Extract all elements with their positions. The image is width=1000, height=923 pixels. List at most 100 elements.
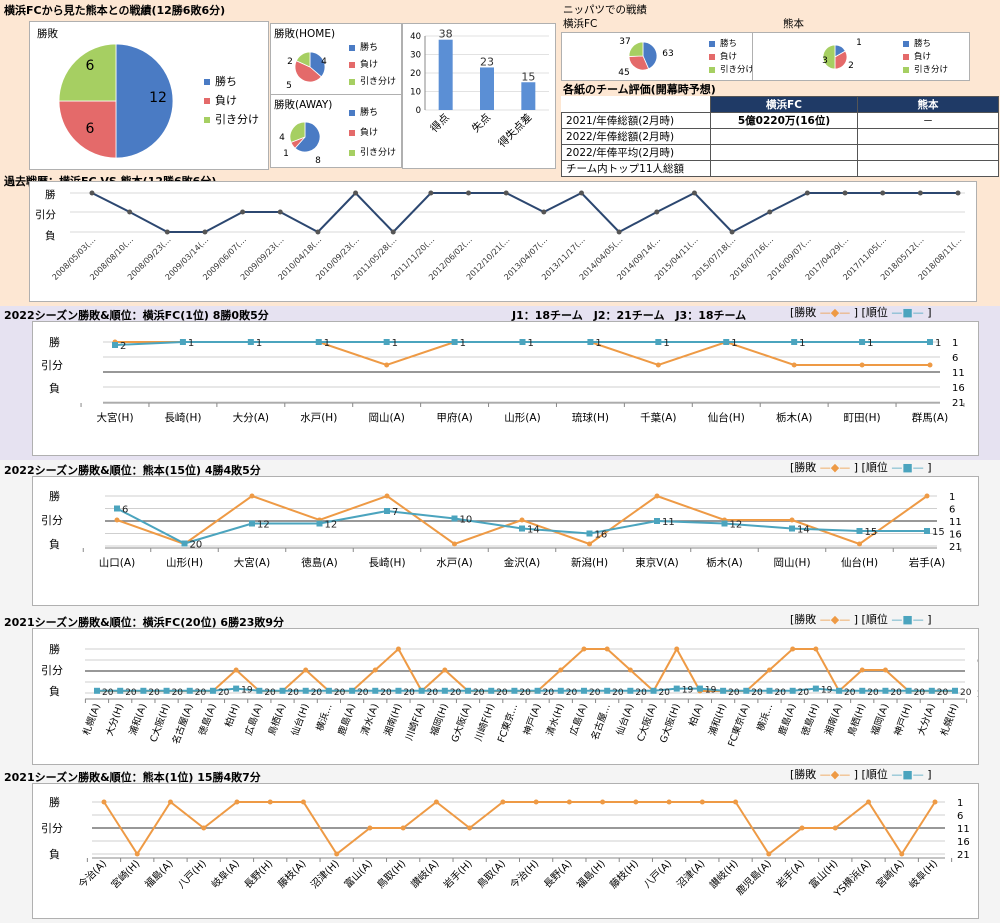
season-category-label: 長野(A) (541, 858, 574, 891)
result-point (924, 493, 930, 499)
away-legend-draw-label: 引き分け (360, 148, 397, 158)
rank-value-label: 1 (595, 338, 601, 349)
nippatsu-kumamoto-legend-draw: 引き分け (903, 64, 948, 77)
result-point (604, 646, 610, 652)
rank-tick-label: 6 (952, 353, 958, 364)
bar-ytick-label: 30 (410, 51, 421, 61)
rank-value-label: 20 (496, 688, 508, 698)
rank-point (209, 687, 216, 694)
season-ylabel: 勝 (49, 642, 60, 656)
result-point (442, 667, 448, 673)
rank-value-label: 20 (102, 688, 114, 698)
legend-win: 勝ち (204, 72, 259, 91)
result-point (882, 667, 888, 673)
rank-point (836, 687, 843, 694)
overall-pie-title: 勝敗 (37, 28, 58, 40)
history-point (955, 190, 961, 196)
rank-value-label: 12 (325, 520, 338, 531)
legend-result-marker: —◆— (816, 768, 854, 781)
season-category-label: 横浜… (754, 702, 775, 733)
rank-value-label: 7 (392, 507, 398, 518)
result-point (101, 799, 107, 805)
rank-value-label: 10 (460, 515, 473, 526)
season-category-label: 神戸(A) (521, 702, 544, 737)
away-pie-slice-label: 1 (283, 149, 289, 159)
season-category-label: 長野(H) (242, 858, 276, 892)
result-point (114, 517, 120, 523)
rank-value-label: 20 (357, 688, 369, 698)
result-point (791, 362, 797, 368)
season-2022-yfc-title: 2022シーズン勝敗&順位：横浜FC(1位) 8勝0敗5分 (4, 309, 269, 322)
season-category-label: 岡山(H) (773, 557, 810, 569)
overall-legend: 勝ち 負け 引き分け (204, 72, 259, 129)
season-category-label: 岡山(A) (368, 412, 404, 424)
result-point (799, 825, 805, 831)
rank-tick-label: 21 (957, 850, 970, 861)
rank-tick-label: 11 (952, 368, 965, 379)
away-pie-slice-label: 8 (315, 156, 321, 166)
rank-point (163, 687, 170, 694)
bar (521, 82, 536, 110)
away-legend: 勝ち 負け 引き分け (349, 103, 396, 163)
nippatsu-yfc-pie-slice-label: 37 (619, 37, 630, 47)
rank-value-label: 20 (195, 688, 207, 698)
nippatsu-yfc-legend-loss: 負け (709, 51, 754, 64)
season-ylabel: 引分 (41, 358, 63, 372)
rank-value-label: 2 (120, 341, 126, 352)
result-point (558, 667, 564, 673)
season-category-label: 仙台(H) (708, 411, 745, 424)
result-point (201, 825, 207, 831)
season-category-label: 千葉(A) (640, 411, 676, 424)
home-legend-loss: 負け (349, 57, 396, 74)
season-category-label: 仙台(H) (289, 702, 312, 738)
result-point (234, 799, 240, 805)
legend-result-label: [勝敗 (790, 613, 817, 626)
season-ylabel: 引分 (41, 513, 63, 527)
rank-value-label: 20 (288, 688, 300, 698)
season-category-label: 宮崎(H) (108, 857, 142, 891)
rank-value-label: 1 (460, 338, 466, 349)
result-point (627, 667, 633, 673)
rank-value-label: 1 (256, 338, 262, 349)
home-legend-loss-label: 負け (360, 60, 379, 70)
rank-point (927, 339, 933, 345)
rank-value-label: 20 (960, 688, 972, 698)
legend-result-marker: —◆— (816, 306, 854, 319)
season-2022-yfc-panel: 勝引分負 1 6 11 16 21 2 1 1 1 1 1 1 1 1 1 1 1 1 大宮(H) 長崎(H) 大分(A)… (32, 321, 979, 456)
result-point (633, 799, 639, 805)
overall-pie-slice (115, 43, 174, 159)
season-category-label: 東京V(A) (635, 556, 679, 569)
rank-point (372, 687, 379, 694)
nippatsu-yfc-legend: 勝ち 負け 引き分け (709, 38, 754, 77)
away-pie-slice (289, 121, 306, 143)
rank-point (112, 342, 118, 348)
season-category-label: 横浜… (314, 702, 335, 733)
season-category-label: 山形(H) (166, 557, 203, 569)
rank-value-label: 20 (403, 688, 415, 698)
season-category-label: 八戸(A) (641, 858, 674, 891)
season-2022-kumamoto-legend: [勝敗 —◆— ] [順位 —■— ] (790, 459, 932, 475)
rank-point (586, 530, 593, 537)
season-ylabel: 勝 (49, 795, 60, 809)
away-pie-panel: 勝敗(AWAY) 8 1 4 勝ち 負け 引き分け (270, 94, 402, 168)
rank-value-label: 20 (172, 688, 184, 698)
season-category-label: 札幌(H) (938, 702, 961, 738)
nippatsu-kumamoto-legend-loss-swatch (903, 53, 909, 60)
season-category-label: 山形(A) (504, 412, 540, 424)
season-category-label: 徳島(A) (301, 556, 337, 569)
season-category-label: 浦和(A) (127, 702, 150, 737)
season-category-label: 栃木(A) (706, 556, 742, 569)
result-point (790, 646, 796, 652)
season-2022-yfc-legend: [勝敗 —◆— ] [順位 —■— ] (790, 304, 932, 320)
rank-point (117, 687, 124, 694)
nippatsu-kumamoto-legend-win-label: 勝ち (914, 39, 932, 49)
rank-point (723, 339, 730, 345)
rank-point (349, 687, 356, 694)
rank-value-label: 1 (392, 338, 398, 349)
history-point (804, 190, 810, 196)
rank-value-label: 20 (148, 688, 160, 698)
rank-point (140, 687, 147, 694)
bar-ytick-label: 0 (416, 106, 421, 116)
rank-tick-label: 21 (952, 398, 965, 409)
history-point (767, 209, 773, 215)
